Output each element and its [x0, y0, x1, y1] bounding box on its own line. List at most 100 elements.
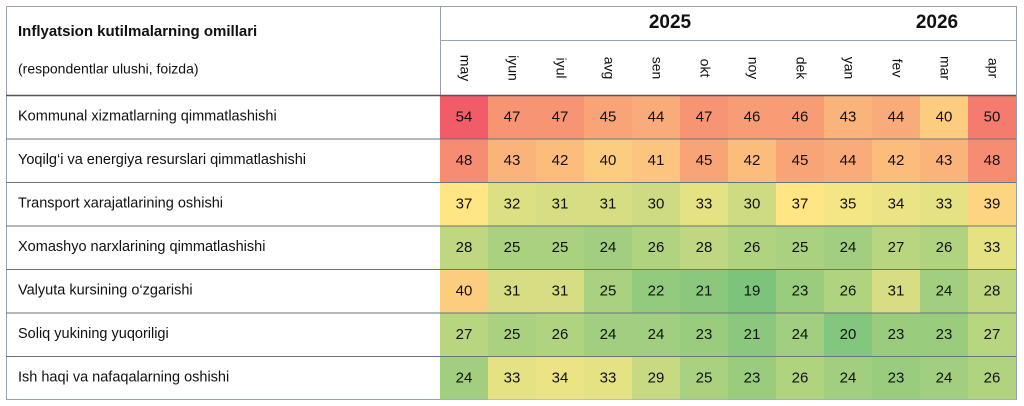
heat-cell [968, 312, 1016, 356]
heat-cell [488, 269, 536, 313]
heat-cell [536, 138, 584, 182]
cell-value: 26 [648, 239, 665, 256]
cell-value: 40 [456, 283, 473, 300]
heat-cell [824, 138, 872, 182]
cell-value: 31 [552, 283, 569, 300]
heat-cell [440, 269, 488, 313]
cell-value: 44 [840, 152, 857, 169]
cell-value: 24 [456, 370, 473, 387]
cell-value: 32 [504, 196, 521, 213]
heat-cell [920, 312, 968, 356]
cell-value: 23 [696, 326, 713, 343]
cell-value: 54 [456, 109, 473, 126]
heat-cell [920, 269, 968, 313]
heat-cell [728, 138, 776, 182]
heat-cell [440, 95, 488, 139]
heat-cell [824, 269, 872, 313]
cell-value: 26 [840, 283, 857, 300]
cell-value: 33 [600, 370, 617, 387]
cell-value: 24 [840, 239, 857, 256]
cell-value: 44 [648, 109, 665, 126]
cell-value: 22 [648, 283, 665, 300]
cell-value: 27 [888, 239, 905, 256]
cell-value: 42 [888, 152, 905, 169]
cell-value: 24 [600, 239, 617, 256]
heat-cell [632, 269, 680, 313]
heat-cell [536, 95, 584, 139]
heat-cell [872, 225, 920, 269]
cell-value: 26 [552, 326, 569, 343]
heat-cell [968, 225, 1016, 269]
heat-cell [680, 356, 728, 400]
column-label: okt [697, 59, 713, 78]
heat-cell [536, 356, 584, 400]
cell-value: 26 [744, 239, 761, 256]
cell-value: 41 [648, 152, 665, 169]
heat-cell [728, 269, 776, 313]
heat-cell [776, 182, 824, 226]
cell-value: 31 [504, 283, 521, 300]
heat-cell [584, 312, 632, 356]
heat-cell [776, 269, 824, 313]
cell-value: 29 [648, 370, 665, 387]
cell-value: 31 [552, 196, 569, 213]
heat-cell [776, 312, 824, 356]
cell-value: 21 [744, 326, 761, 343]
heat-cell [728, 225, 776, 269]
heat-cell [728, 356, 776, 400]
heat-cell [824, 356, 872, 400]
cell-value: 23 [936, 326, 953, 343]
cell-value: 35 [840, 196, 857, 213]
heat-cell [872, 356, 920, 400]
heat-cell [440, 138, 488, 182]
cell-value: 45 [600, 109, 617, 126]
row-label: Soliq yukining yuqoriligi [18, 326, 169, 342]
heat-cell [536, 269, 584, 313]
heat-cell [920, 225, 968, 269]
column-label: sen [649, 57, 665, 80]
cell-value: 39 [984, 196, 1001, 213]
heat-cell [920, 138, 968, 182]
heat-cell [680, 269, 728, 313]
heat-cell [968, 269, 1016, 313]
heat-cell [824, 225, 872, 269]
cell-value: 23 [888, 370, 905, 387]
cell-value: 48 [984, 152, 1001, 169]
cell-value: 24 [648, 326, 665, 343]
cell-value: 33 [936, 196, 953, 213]
row-label: Kommunal xizmatlarning qimmatlashishi [18, 109, 277, 125]
cell-value: 24 [600, 326, 617, 343]
cell-value: 34 [888, 196, 905, 213]
heat-cell [584, 95, 632, 139]
heat-cell [488, 356, 536, 400]
year-label: 2025 [649, 12, 692, 33]
heat-cell [920, 182, 968, 226]
cell-value: 42 [552, 152, 569, 169]
cell-value: 44 [888, 109, 905, 126]
cell-value: 25 [504, 326, 521, 343]
cell-value: 25 [504, 239, 521, 256]
column-label: iyun [505, 55, 521, 81]
heat-cell [968, 182, 1016, 226]
cell-value: 24 [792, 326, 809, 343]
row-label: Yoqilg‘i va energiya resurslari qimmatla… [18, 152, 306, 168]
chart-subtitle: (respondentlar ulushi, foizda) [18, 61, 199, 77]
column-label: iyul [553, 57, 569, 78]
heat-cell [920, 95, 968, 139]
heat-cell [680, 312, 728, 356]
heat-cell [872, 95, 920, 139]
column-label: avg [601, 57, 617, 80]
heat-cell [488, 312, 536, 356]
cell-value: 40 [600, 152, 617, 169]
heat-cell [872, 312, 920, 356]
cell-value: 21 [696, 283, 713, 300]
cell-value: 40 [936, 109, 953, 126]
cell-value: 23 [888, 326, 905, 343]
column-label: dek [793, 57, 809, 81]
heat-cell [488, 95, 536, 139]
column-label: mar [937, 56, 953, 80]
heat-cell [872, 269, 920, 313]
cell-value: 30 [744, 196, 761, 213]
cell-value: 47 [696, 109, 713, 126]
